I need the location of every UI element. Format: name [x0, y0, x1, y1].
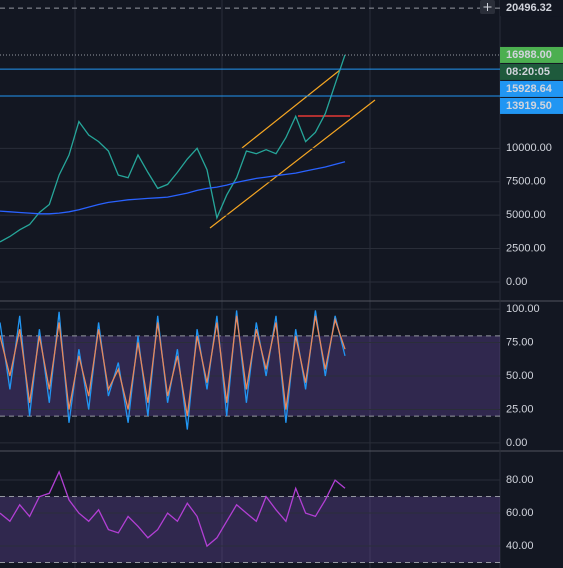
- price-tag: [500, 0, 563, 17]
- series-line: [0, 315, 346, 417]
- y-tick-label: 60.00: [506, 507, 534, 519]
- y-tick-label: 2500.00: [506, 242, 546, 254]
- price-tag-label: 20496.32: [506, 2, 552, 14]
- price-tag-label: 08:20:05: [506, 66, 550, 78]
- vertical-grid: [74, 0, 371, 568]
- y-tick-label: 0.00: [506, 276, 527, 288]
- price-tag-label: 16988.00: [506, 49, 552, 61]
- price-tag: [500, 80, 563, 97]
- y-tick-label: 50.00: [506, 370, 534, 382]
- y-tick-label: 5000.00: [506, 209, 546, 221]
- series-line: [0, 470, 346, 548]
- y-tick-label: 7500.00: [506, 176, 546, 188]
- price-tag-label: 15928.64: [506, 83, 553, 95]
- series-line: [0, 161, 346, 215]
- price-tag: [500, 63, 563, 80]
- y-tick-label: 80.00: [506, 474, 534, 486]
- series-line: [0, 54, 346, 243]
- y-tick-label: 0.00: [506, 437, 527, 449]
- price-tag-label: 13919.50: [506, 100, 552, 112]
- y-tick-label: 75.00: [506, 336, 534, 348]
- channel-line: [209, 99, 376, 229]
- channel-line: [241, 69, 341, 149]
- plus-icon: [483, 3, 492, 11]
- y-tick-label: 100.00: [506, 303, 540, 315]
- y-tick-label: 25.00: [506, 403, 534, 415]
- price-tag: [500, 97, 563, 114]
- y-tick-label: 10000.00: [506, 142, 552, 154]
- price-tag: [500, 46, 563, 63]
- band: [0, 496, 500, 563]
- y-tick-label: 40.00: [506, 540, 534, 552]
